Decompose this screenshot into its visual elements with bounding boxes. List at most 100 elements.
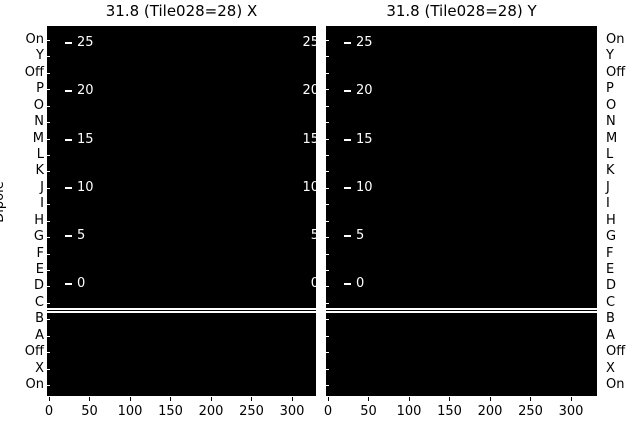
inner-tick-label: 10: [77, 179, 94, 195]
row-label: P: [606, 81, 614, 97]
x-tick-label: 250: [239, 404, 264, 419]
inner-tick-dash: [65, 138, 72, 141]
row-tick: [47, 270, 50, 272]
x-tick-label: 200: [198, 404, 224, 419]
row-tick: [326, 253, 329, 255]
row-label: On: [25, 32, 44, 47]
row-label: E: [35, 262, 44, 278]
x-tick-label: 150: [437, 404, 462, 419]
inner-tick-dash: [65, 283, 72, 285]
row-tick: [326, 171, 329, 173]
row-label: H: [606, 212, 616, 228]
row-label: Off: [606, 344, 626, 360]
row-tick: [47, 352, 50, 354]
row-label: M: [606, 130, 618, 146]
row-tick: [47, 302, 50, 304]
row-tick: [47, 220, 50, 222]
x-tick-label: 300: [558, 404, 584, 419]
x-tick: [291, 397, 293, 401]
row-label: Y: [36, 48, 44, 64]
row-label: J: [40, 179, 44, 195]
separator-line: [47, 308, 316, 313]
x-tick: [449, 397, 450, 401]
inner-tick-dash: [65, 186, 72, 189]
row-tick: [326, 89, 329, 91]
row-label: On: [606, 32, 625, 47]
row-label: D: [606, 278, 617, 294]
row-tick: [47, 204, 50, 206]
row-label: Off: [24, 64, 44, 80]
row-tick: [47, 253, 50, 255]
row-label: O: [606, 97, 617, 113]
row-label: P: [36, 81, 44, 97]
row-tick: [326, 286, 329, 288]
x-tick-label: 100: [396, 404, 422, 419]
heatmap-panel-x: 25 25 20 20 15 15 10 10 5 5 0 0: [47, 26, 316, 396]
inner-tick-label: 0: [356, 276, 365, 291]
row-label: K: [606, 163, 615, 179]
x-tick: [129, 397, 131, 401]
x-tick: [530, 397, 531, 401]
heatmap-panel-y: 25 20 15 10 5 0: [326, 26, 597, 396]
left-panel-title: 31.8 (Tile028=28) X: [105, 2, 258, 20]
row-tick: [326, 155, 329, 156]
row-tick: [47, 171, 50, 173]
separator-line-core: [47, 310, 316, 311]
row-tick: [326, 105, 329, 107]
row-label: B: [606, 311, 615, 327]
row-label: Off: [606, 64, 626, 80]
row-tick: [326, 122, 329, 124]
inner-tick-label: 25: [77, 35, 94, 51]
row-tick: [326, 204, 329, 206]
inner-tick-dash: [344, 42, 351, 45]
inner-tick-label: 5: [356, 227, 365, 243]
x-tick-label: 250: [518, 404, 543, 419]
x-tick: [368, 397, 369, 401]
inner-tick-label: 5: [77, 227, 86, 243]
row-tick: [326, 220, 329, 222]
row-tick: [47, 105, 50, 107]
inner-tick-dash: [344, 186, 351, 189]
row-label: M: [32, 130, 44, 146]
row-tick: [47, 72, 50, 74]
x-tick-label: 50: [360, 404, 377, 419]
row-tick: [47, 187, 50, 189]
row-tick: [47, 335, 50, 337]
row-label: O: [33, 97, 44, 113]
x-tick: [251, 397, 252, 401]
separator-line-core: [326, 310, 597, 311]
row-tick: [47, 138, 50, 140]
row-label: Off: [24, 344, 44, 360]
inner-tick-label: 10: [356, 179, 373, 195]
row-label: G: [606, 229, 617, 245]
row-label: X: [35, 360, 44, 376]
inner-tick-label-right: 15: [302, 131, 316, 147]
row-tick: [47, 89, 50, 91]
x-tick: [327, 397, 329, 401]
row-label: C: [34, 294, 44, 310]
row-tick: [47, 385, 50, 387]
x-tick-label: 0: [323, 404, 333, 419]
row-tick: [326, 56, 329, 58]
row-tick: [47, 56, 50, 58]
inner-tick-label-right: 20: [302, 83, 316, 99]
x-tick: [48, 397, 50, 401]
row-label: L: [606, 147, 614, 162]
row-label: K: [35, 163, 44, 179]
row-tick: [326, 40, 329, 41]
inner-tick-dash: [344, 283, 351, 285]
x-tick-label: 0: [44, 404, 54, 419]
x-tick: [210, 397, 212, 401]
row-tick: [326, 368, 329, 370]
row-label: A: [35, 327, 44, 343]
x-tick: [89, 397, 90, 401]
inner-tick-dash: [344, 90, 351, 93]
row-tick: [47, 40, 50, 41]
row-label: C: [606, 294, 616, 310]
inner-tick-dash: [344, 138, 351, 141]
inner-tick-label: 0: [77, 276, 86, 291]
row-label: H: [34, 212, 44, 228]
row-tick: [326, 138, 329, 140]
inner-tick-label: 20: [77, 83, 94, 99]
